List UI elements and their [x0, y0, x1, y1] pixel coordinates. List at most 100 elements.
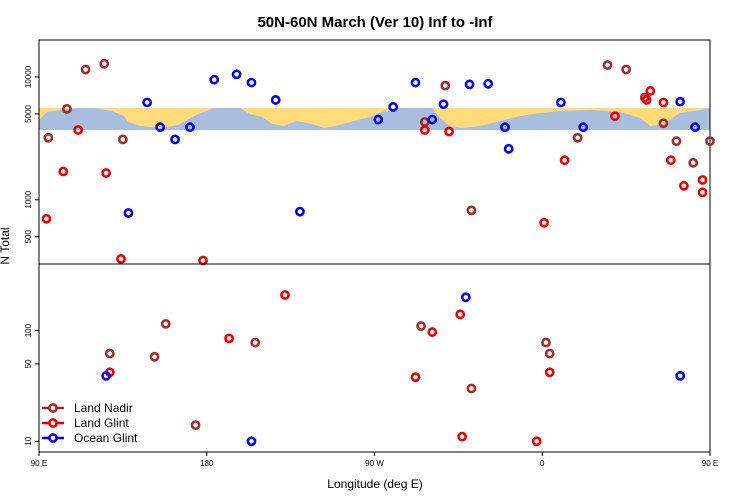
upper-y-axis: 500 1000 5000 10000 — [24, 65, 39, 243]
y-tick-label: 10 — [24, 436, 33, 445]
lower-plot-frame — [38, 263, 711, 453]
ocean-glint-point — [578, 122, 589, 133]
upper-panel: 500 1000 5000 10000 — [24, 39, 715, 266]
y-tick-label: 500 — [24, 230, 33, 244]
land-glint-point — [641, 95, 652, 105]
land-nadir-point — [149, 351, 160, 362]
land-glint-point — [101, 168, 111, 178]
land-glint-point — [410, 372, 421, 383]
land-nadir-point — [688, 157, 699, 168]
land-glint-point — [679, 180, 689, 191]
land-glint-point — [444, 126, 454, 137]
lower-y-axis: 10 50 100 — [24, 323, 39, 446]
ocean-glint-point — [675, 96, 686, 107]
land-glint-point — [697, 187, 708, 198]
ocean-glint-point — [427, 114, 438, 125]
ocean-glint-point — [209, 74, 220, 85]
x-tick-label: 90 W — [365, 459, 384, 468]
land-nadir-point — [466, 205, 477, 216]
ocean-glint-point — [270, 95, 281, 105]
ocean-glint-point — [460, 292, 471, 303]
land-glint-point — [198, 255, 208, 266]
land-glint-point — [116, 254, 126, 264]
land-glint-point — [559, 155, 570, 166]
legend-label: Land Nadir — [74, 401, 133, 415]
land-nadir-point — [705, 136, 715, 147]
y-tick-label: 5000 — [24, 104, 33, 122]
ocean-glint-point — [373, 114, 384, 125]
legend-marker — [48, 418, 58, 428]
ocean-glint-point — [246, 77, 257, 88]
land-nadir-point — [544, 348, 555, 359]
lower-points — [101, 290, 686, 447]
land-nadir-point — [671, 136, 682, 147]
land-nadir-point — [602, 60, 613, 70]
land-nadir-point — [160, 319, 171, 329]
land-nadir-point — [250, 337, 261, 348]
y-axis-title: N Total — [0, 227, 12, 264]
ocean-glint-point — [231, 69, 242, 80]
ocean-glint-point — [503, 143, 514, 154]
y-tick-label: 50 — [24, 359, 33, 368]
y-tick-label: 1000 — [24, 190, 33, 208]
land-nadir-point — [416, 321, 426, 331]
ocean-glint-point — [675, 370, 686, 381]
land-glint-point — [610, 111, 620, 122]
land-nadir-point — [541, 337, 551, 348]
ocean-glint-point — [555, 97, 566, 108]
land-nadir-point — [43, 132, 54, 143]
land-glint-point — [73, 125, 84, 135]
land-glint-point — [697, 175, 708, 185]
land-nadir-point — [99, 58, 110, 69]
land-glint-point — [280, 290, 290, 300]
land-glint-point — [665, 155, 676, 166]
ocean-glint-point — [483, 78, 494, 89]
land-glint-point — [419, 125, 430, 135]
ocean-glint-point — [464, 79, 475, 90]
ocean-glint-point — [185, 122, 195, 133]
ocean-glint-point — [438, 99, 449, 110]
land-glint-point — [531, 436, 542, 447]
legend-label: Land Glint — [74, 416, 129, 430]
ocean-glint-point — [410, 77, 421, 88]
land-nadir-point — [190, 420, 201, 431]
land-nadir-point — [117, 134, 128, 145]
land-nadir-point — [658, 118, 669, 129]
land-nadir-point — [621, 64, 632, 75]
ocean-glint-point — [170, 134, 180, 145]
land-nadir-point — [80, 64, 91, 75]
upper-plot-frame — [38, 39, 711, 265]
legend-marker — [48, 403, 58, 413]
y-tick-label: 10000 — [24, 65, 33, 88]
legend-label: Ocean Glint — [74, 431, 138, 445]
y-tick-label: 100 — [24, 323, 33, 337]
chart-title: 50N-60N March (Ver 10) Inf to -Inf — [257, 14, 493, 31]
land-glint-point — [658, 97, 669, 108]
land-glint-point — [41, 213, 52, 224]
ocean-glint-point — [123, 208, 134, 218]
ocean-glint-point — [246, 436, 257, 447]
land-glint-point — [544, 367, 555, 378]
land-glint-point — [539, 217, 550, 228]
land-nadir-point — [62, 103, 72, 114]
land-nadir-point — [440, 80, 451, 91]
legend-marker — [48, 433, 58, 443]
ocean-glint-point — [101, 370, 111, 381]
ocean-glint-point — [155, 122, 166, 133]
x-axis-title: Longitude (deg E) — [327, 477, 422, 491]
land-glint-point — [224, 333, 235, 344]
ocean-glint-point — [690, 122, 700, 133]
land-nadir-point — [104, 348, 115, 359]
land-glint-point — [427, 327, 438, 337]
land-glint-point — [455, 309, 466, 320]
x-tick-label: 90 E — [31, 459, 47, 468]
upper-points — [41, 58, 715, 266]
land-glint-point — [457, 431, 468, 442]
ocean-glint-point — [388, 102, 399, 112]
ocean-glint-point — [142, 97, 153, 108]
x-axis: 90 E 180 90 W 0 90 E — [31, 452, 718, 468]
ocean-glint-point — [295, 206, 305, 217]
ocean-glint-point — [500, 122, 510, 133]
